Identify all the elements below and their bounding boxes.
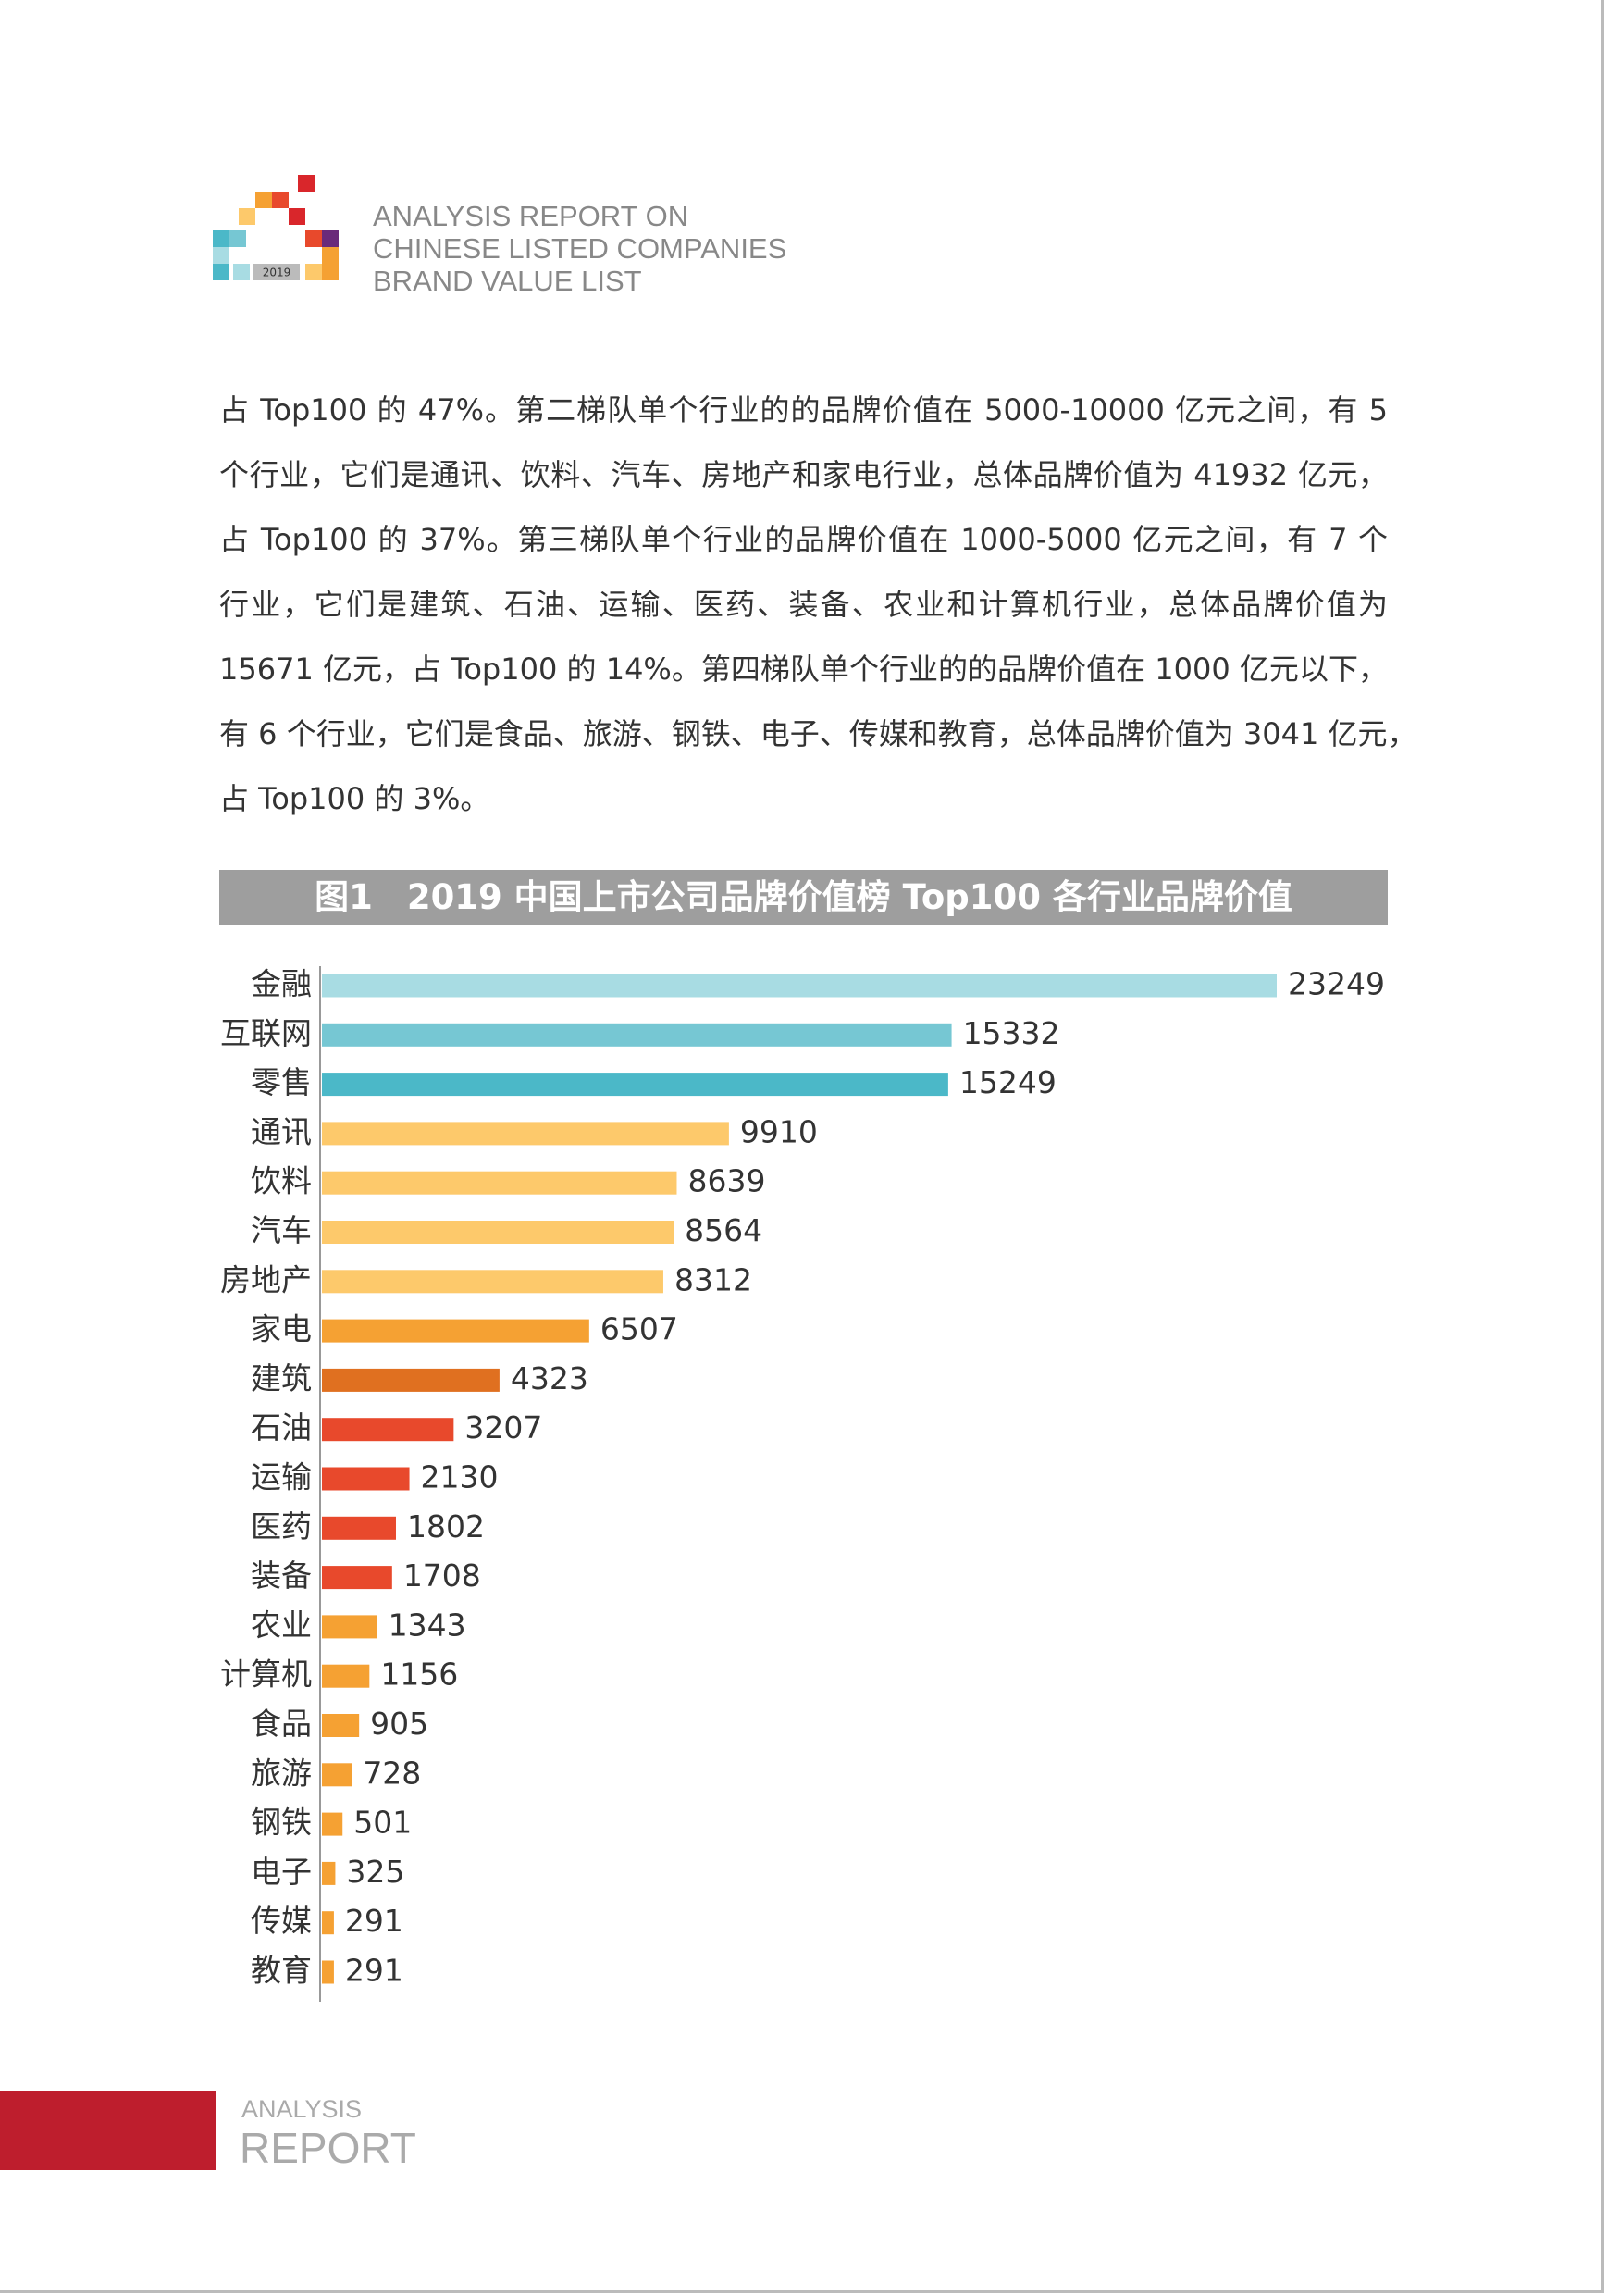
category-label: 石油 (251, 1409, 312, 1446)
value-label: 23249 (1288, 966, 1385, 1002)
bar (322, 1812, 343, 1836)
value-label: 501 (353, 1805, 412, 1841)
value-label: 291 (345, 1953, 403, 1989)
category-label: 电子 (251, 1854, 312, 1890)
footer-line: REPORT (240, 2124, 416, 2172)
paragraph-line: 占 Top100 的 3%。 (219, 781, 490, 816)
value-label: 905 (370, 1706, 428, 1742)
bar (322, 974, 1277, 998)
bar (322, 1023, 952, 1047)
category-label: 金融 (251, 966, 312, 1002)
value-label: 1343 (389, 1607, 466, 1643)
value-label: 291 (345, 1903, 403, 1939)
value-label: 15332 (963, 1015, 1060, 1051)
value-label: 325 (346, 1854, 404, 1890)
value-label: 728 (363, 1755, 421, 1791)
bar (322, 1763, 352, 1787)
bar (322, 1566, 392, 1590)
header-line: BRAND VALUE LIST (373, 265, 642, 297)
category-label: 汽车 (251, 1212, 312, 1248)
paragraph-line: 15671 亿元，占 Top100 的 14%。第四梯队单个行业的的品牌价值在 … (219, 652, 1388, 687)
value-label: 8564 (685, 1212, 762, 1248)
paragraph-line: 占 Top100 的 47%。第二梯队单个行业的的品牌价值在 5000-1000… (219, 392, 1388, 428)
footer-bar (0, 2091, 216, 2170)
category-label: 农业 (251, 1607, 312, 1643)
bar (322, 1615, 377, 1639)
category-label: 建筑 (251, 1360, 312, 1396)
category-label: 钢铁 (251, 1805, 312, 1841)
value-label: 1156 (380, 1657, 458, 1693)
bar (322, 1319, 589, 1343)
bar (322, 1516, 396, 1540)
category-label: 医药 (251, 1508, 312, 1545)
bar (322, 1418, 454, 1442)
value-label: 9910 (740, 1113, 818, 1149)
category-label: 传媒 (251, 1903, 312, 1939)
category-label: 零售 (251, 1064, 312, 1100)
value-label: 2130 (421, 1459, 499, 1496)
bar (322, 1861, 336, 1885)
value-label: 1708 (403, 1558, 481, 1594)
value-label: 8639 (687, 1163, 765, 1199)
bar (322, 1368, 500, 1392)
logo-year: 2019 (263, 267, 291, 279)
bar (322, 1664, 370, 1688)
header-line: CHINESE LISTED COMPANIES (373, 232, 787, 265)
category-label: 饮料 (251, 1163, 312, 1199)
bar (322, 1467, 410, 1491)
category-label: 运输 (251, 1459, 312, 1496)
bar (322, 1270, 663, 1294)
header-line: ANALYSIS REPORT ON (373, 200, 689, 232)
category-label: 房地产 (220, 1261, 312, 1297)
category-label: 教育 (251, 1953, 312, 1989)
bar (322, 1960, 334, 1984)
logo: 2019 (213, 175, 339, 280)
chart-title: 图1 2019 中国上市公司品牌价值榜 Top100 各行业品牌价值 (219, 870, 1388, 925)
paragraph: 占 Top100 的 47%。第二梯队单个行业的的品牌价值在 5000-1000… (219, 378, 1417, 831)
paragraph-line: 占 Top100 的 37%。第三梯队单个行业的品牌价值在 1000-5000 … (219, 522, 1388, 557)
chart: 金融 23249 互联网 15332 零售 15249 通讯 9910 饮料 8639 汽车 8564… (220, 966, 1385, 2002)
value-label: 4323 (511, 1360, 588, 1396)
category-label: 互联网 (220, 1015, 312, 1051)
value-label: 1802 (407, 1508, 485, 1545)
bar (322, 1073, 948, 1097)
category-label: 旅游 (251, 1755, 312, 1791)
bar (322, 1122, 729, 1146)
category-label: 食品 (251, 1706, 312, 1742)
category-label: 计算机 (220, 1657, 312, 1693)
paragraph-line: 个行业，它们是通讯、饮料、汽车、房地产和家电行业，总体品牌价值为 41932 亿… (219, 457, 1388, 492)
bar (322, 1171, 677, 1195)
category-label: 装备 (251, 1558, 312, 1594)
bar (322, 1714, 360, 1737)
value-label: 6507 (600, 1311, 678, 1347)
value-label: 8312 (674, 1261, 752, 1297)
category-label: 通讯 (251, 1113, 312, 1149)
value-label: 15249 (959, 1064, 1057, 1100)
paragraph-line: 有 6 个行业，它们是食品、旅游、钢铁、电子、传媒和教育，总体品牌价值为 304… (219, 716, 1417, 751)
paragraph-line: 行业，它们是建筑、石油、运输、医药、装备、农业和计算机行业，总体品牌价值为 (219, 587, 1388, 622)
bar (322, 1911, 334, 1935)
category-label: 家电 (251, 1311, 312, 1347)
footer-line: ANALYSIS (241, 2095, 363, 2123)
value-label: 3207 (464, 1409, 542, 1446)
bar (322, 1221, 674, 1244)
